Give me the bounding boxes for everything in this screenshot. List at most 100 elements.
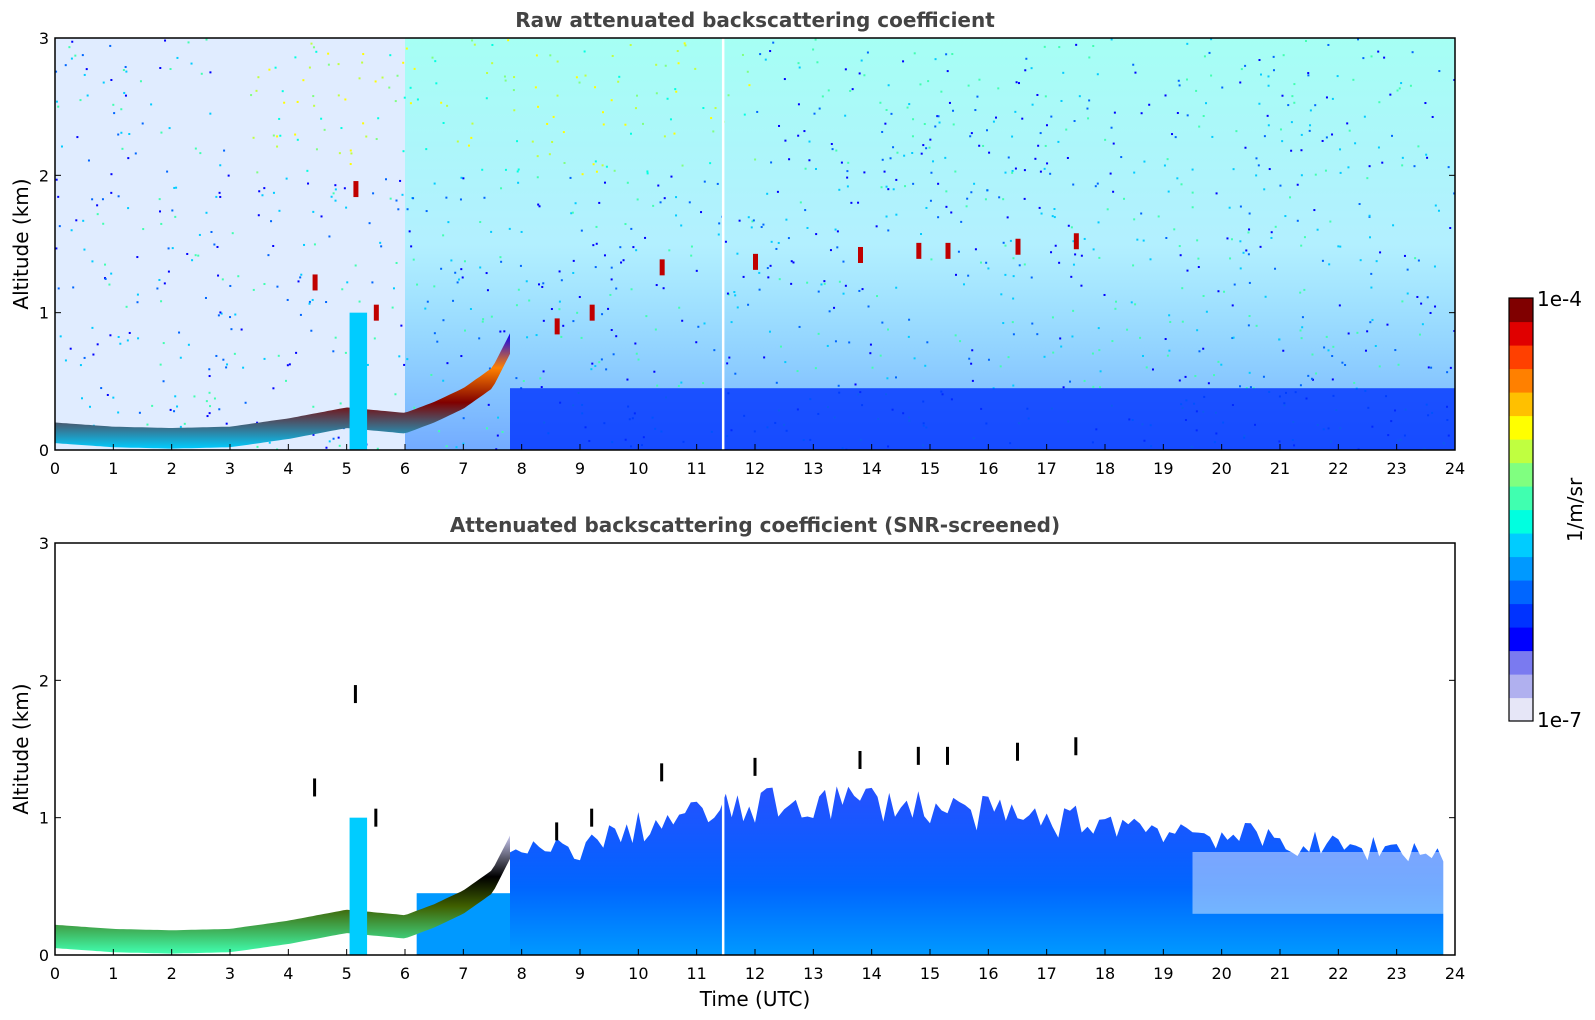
speckle [1375,260,1378,263]
speckle [775,247,778,250]
speckle [1149,258,1152,261]
speckle [1344,363,1347,366]
speckle [433,182,436,185]
speckle [413,406,416,409]
x-tick-label: 1 [108,964,118,983]
x-tick-label: 7 [458,459,468,478]
speckle [1087,117,1090,120]
speckle [385,178,388,181]
speckle [124,94,127,97]
speckle [338,152,341,155]
speckle [1339,148,1342,151]
speckle [978,78,981,81]
speckle [1323,346,1326,349]
speckle [486,72,489,75]
speckle [440,101,443,104]
speckle [110,191,113,194]
speckle [332,437,335,440]
speckle [952,123,955,126]
speckle [818,107,821,110]
speckle [945,190,948,193]
speckle [1197,266,1200,269]
speckle [223,149,226,152]
speckle [575,76,578,79]
x-tick-label: 18 [1095,459,1115,478]
speckle [1002,241,1005,244]
speckle [622,259,625,262]
speckle [60,145,63,148]
speckle [169,408,172,411]
speckle [663,135,666,138]
speckle [1242,251,1245,254]
speckle [694,67,697,70]
speckle [1433,265,1436,268]
speckle [784,139,787,142]
speckle [1136,238,1139,241]
speckle [402,150,405,153]
speckle [1168,349,1171,352]
x-tick-label: 16 [978,459,998,478]
speckle [1255,174,1258,177]
speckle [409,86,412,89]
speckle [1088,56,1091,59]
speckle [634,107,637,110]
speckle [929,199,932,202]
speckle [1208,51,1211,54]
speckle [354,264,357,267]
speckle [500,260,503,263]
speckle [560,279,563,282]
speckle [528,299,531,302]
speckle [469,307,472,310]
speckle [861,288,864,291]
speckle [1362,57,1365,60]
speckle [1379,251,1382,254]
x-tick-label: 0 [50,964,60,983]
speckle [1043,167,1046,170]
colorbar-band [1509,556,1533,581]
speckle [871,366,874,369]
speckle [1257,164,1260,167]
speckle [957,250,960,253]
x-tick-label: 14 [861,459,881,478]
speckle [403,96,406,99]
speckle [1072,240,1075,243]
speckle [445,445,448,448]
speckle [728,356,731,359]
speckle [1339,245,1342,248]
speckle [702,382,705,385]
speckle [1281,140,1284,143]
speckle [104,277,107,280]
speckle [1157,215,1160,218]
speckle [1195,89,1198,92]
data-gap [721,38,725,450]
panel-screened-yaxis: 0 1 2 3 [39,534,1455,965]
speckle [535,334,538,337]
speckle [635,352,638,355]
speckle [703,322,706,325]
speckle [1389,93,1392,96]
speckle [1281,94,1284,97]
speckle [268,68,271,71]
speckle [394,393,397,396]
speckle [1025,57,1028,60]
speckle [592,244,595,247]
speckle [940,90,943,93]
speckle [1202,115,1205,118]
speckle [1279,128,1282,131]
speckle [312,405,315,408]
speckle [327,52,330,55]
speckle [1296,219,1299,222]
speckle [83,356,86,359]
speckle [546,122,549,125]
speckle [461,276,464,279]
speckle [1176,111,1179,114]
speckle [536,155,539,158]
speckle [726,362,729,365]
speckle [580,336,583,339]
speckle [562,324,565,327]
cloud-feature [945,242,951,259]
speckle [1075,43,1078,46]
speckle [69,347,72,350]
speckle [1202,294,1205,297]
speckle [1409,84,1412,87]
